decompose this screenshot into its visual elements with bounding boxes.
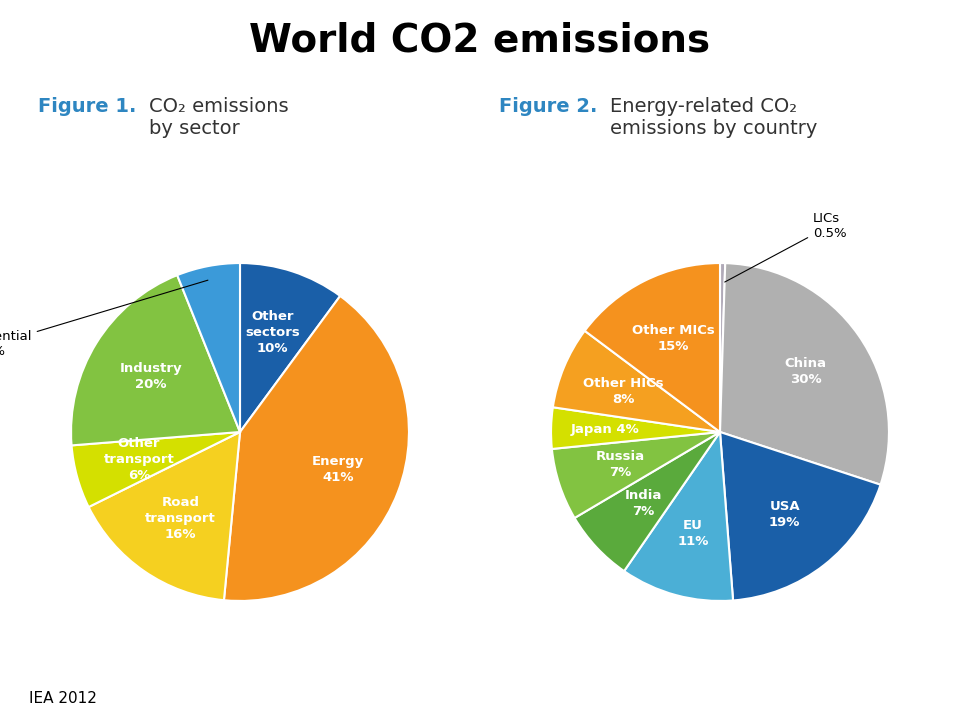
Wedge shape	[178, 263, 240, 432]
Text: Other
sectors
10%: Other sectors 10%	[246, 310, 300, 355]
Wedge shape	[574, 432, 720, 571]
Text: Figure 2.: Figure 2.	[499, 97, 597, 116]
Wedge shape	[71, 275, 240, 446]
Text: USA
19%: USA 19%	[769, 500, 801, 529]
Text: Industry
20%: Industry 20%	[120, 362, 182, 391]
Wedge shape	[553, 330, 720, 432]
Text: Energy
41%: Energy 41%	[312, 455, 364, 484]
Wedge shape	[552, 432, 720, 518]
Text: Residential
6%: Residential 6%	[0, 280, 208, 358]
Text: Road
transport
16%: Road transport 16%	[145, 496, 216, 541]
Text: Other MICs
15%: Other MICs 15%	[632, 324, 714, 353]
Text: India
7%: India 7%	[625, 489, 662, 518]
Wedge shape	[224, 296, 409, 601]
Text: Russia
7%: Russia 7%	[596, 450, 645, 480]
Text: Figure 1.: Figure 1.	[38, 97, 136, 116]
Text: Other HICs
8%: Other HICs 8%	[583, 377, 663, 406]
Wedge shape	[551, 408, 720, 449]
Wedge shape	[720, 263, 889, 485]
Wedge shape	[624, 432, 733, 601]
Wedge shape	[72, 432, 240, 507]
Text: LICs
0.5%: LICs 0.5%	[725, 212, 847, 282]
Text: China
30%: China 30%	[784, 357, 827, 387]
Text: CO₂ emissions
by sector: CO₂ emissions by sector	[149, 97, 288, 138]
Wedge shape	[720, 263, 725, 432]
Text: Other
transport
6%: Other transport 6%	[104, 438, 175, 482]
Wedge shape	[720, 432, 880, 600]
Text: Energy-related CO₂
emissions by country: Energy-related CO₂ emissions by country	[610, 97, 817, 138]
Text: EU
11%: EU 11%	[677, 518, 708, 548]
Text: Japan 4%: Japan 4%	[571, 423, 639, 436]
Wedge shape	[585, 263, 720, 432]
Wedge shape	[240, 263, 340, 432]
Text: IEA 2012: IEA 2012	[29, 690, 97, 706]
Wedge shape	[88, 432, 240, 600]
Text: World CO2 emissions: World CO2 emissions	[250, 22, 710, 60]
